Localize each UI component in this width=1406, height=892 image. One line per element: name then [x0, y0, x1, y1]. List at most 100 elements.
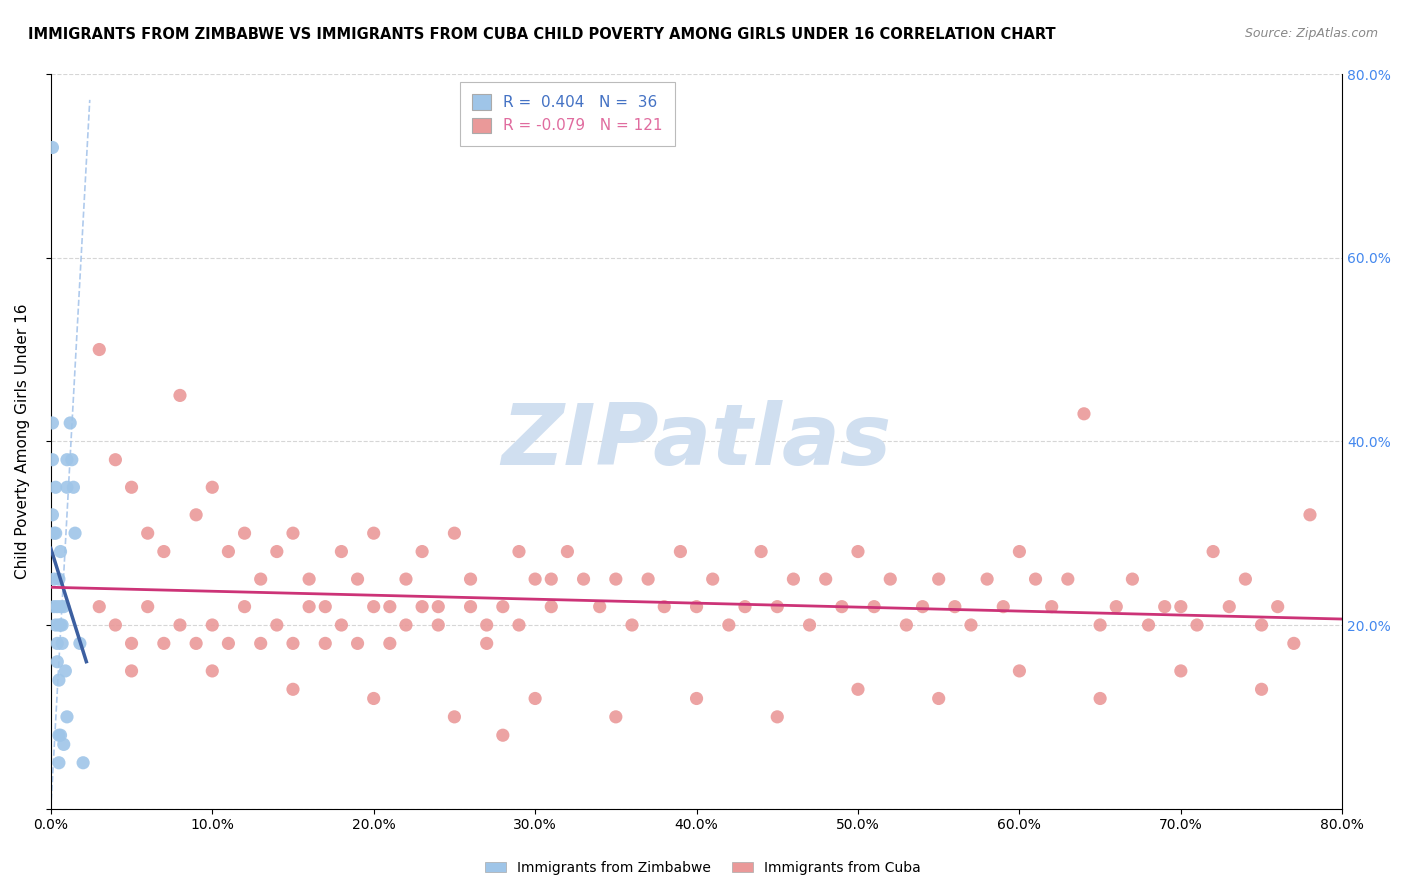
Point — [233, 526, 256, 541]
Point — [121, 480, 143, 494]
Point — [540, 599, 562, 614]
Point — [1153, 599, 1175, 614]
Point — [46, 599, 69, 614]
Point — [42, 526, 65, 541]
Point — [298, 599, 321, 614]
Point — [52, 599, 75, 614]
Point — [184, 636, 207, 650]
Point — [685, 599, 707, 614]
Point — [443, 710, 465, 724]
Point — [52, 738, 75, 752]
Point — [48, 618, 70, 632]
Point — [89, 599, 111, 614]
Point — [766, 599, 789, 614]
Point — [896, 618, 918, 632]
Point — [1267, 599, 1289, 614]
Point — [217, 636, 239, 650]
Point — [605, 710, 627, 724]
Point — [1170, 664, 1192, 678]
Point — [217, 544, 239, 558]
Point — [60, 452, 83, 467]
Point — [395, 618, 418, 632]
Point — [620, 618, 643, 632]
Point — [363, 691, 385, 706]
Point — [136, 526, 159, 541]
Point — [363, 526, 385, 541]
Point — [492, 599, 515, 614]
Point — [363, 599, 385, 614]
Point — [51, 618, 73, 632]
Point — [589, 599, 612, 614]
Point — [41, 416, 63, 430]
Point — [411, 599, 433, 614]
Point — [508, 544, 530, 558]
Point — [814, 572, 837, 586]
Point — [281, 682, 304, 697]
Point — [1008, 664, 1031, 678]
Point — [928, 572, 950, 586]
Point — [184, 508, 207, 522]
Point — [56, 480, 79, 494]
Point — [72, 756, 94, 770]
Point — [1185, 618, 1208, 632]
Point — [1218, 599, 1240, 614]
Point — [266, 618, 288, 632]
Point — [976, 572, 998, 586]
Point — [427, 599, 450, 614]
Point — [443, 526, 465, 541]
Point — [475, 636, 498, 650]
Point — [475, 618, 498, 632]
Point — [104, 452, 127, 467]
Point — [121, 664, 143, 678]
Point — [48, 673, 70, 687]
Point — [49, 599, 72, 614]
Point — [51, 636, 73, 650]
Point — [1250, 618, 1272, 632]
Point — [943, 599, 966, 614]
Point — [846, 544, 869, 558]
Point — [928, 691, 950, 706]
Point — [48, 572, 70, 586]
Point — [1234, 572, 1257, 586]
Point — [685, 691, 707, 706]
Point — [49, 544, 72, 558]
Point — [346, 572, 368, 586]
Point — [1025, 572, 1047, 586]
Point — [846, 682, 869, 697]
Point — [121, 636, 143, 650]
Point — [669, 544, 692, 558]
Point — [201, 618, 224, 632]
Text: Source: ZipAtlas.com: Source: ZipAtlas.com — [1244, 27, 1378, 40]
Point — [395, 572, 418, 586]
Point — [1008, 544, 1031, 558]
Point — [863, 599, 886, 614]
Point — [831, 599, 853, 614]
Point — [48, 756, 70, 770]
Point — [749, 544, 772, 558]
Point — [1202, 544, 1225, 558]
Point — [460, 572, 482, 586]
Point — [540, 572, 562, 586]
Point — [233, 599, 256, 614]
Legend: Immigrants from Zimbabwe, Immigrants from Cuba: Immigrants from Zimbabwe, Immigrants fro… — [479, 855, 927, 880]
Point — [314, 599, 336, 614]
Point — [378, 636, 401, 650]
Point — [281, 636, 304, 650]
Point — [89, 343, 111, 357]
Point — [911, 599, 934, 614]
Y-axis label: Child Poverty Among Girls Under 16: Child Poverty Among Girls Under 16 — [15, 303, 30, 579]
Legend: R =  0.404   N =  36, R = -0.079   N = 121: R = 0.404 N = 36, R = -0.079 N = 121 — [460, 82, 675, 145]
Point — [41, 140, 63, 154]
Point — [249, 572, 271, 586]
Point — [766, 710, 789, 724]
Point — [1121, 572, 1143, 586]
Point — [378, 599, 401, 614]
Point — [298, 572, 321, 586]
Point — [63, 526, 86, 541]
Point — [524, 691, 547, 706]
Point — [266, 544, 288, 558]
Point — [49, 618, 72, 632]
Point — [524, 572, 547, 586]
Point — [427, 618, 450, 632]
Point — [799, 618, 821, 632]
